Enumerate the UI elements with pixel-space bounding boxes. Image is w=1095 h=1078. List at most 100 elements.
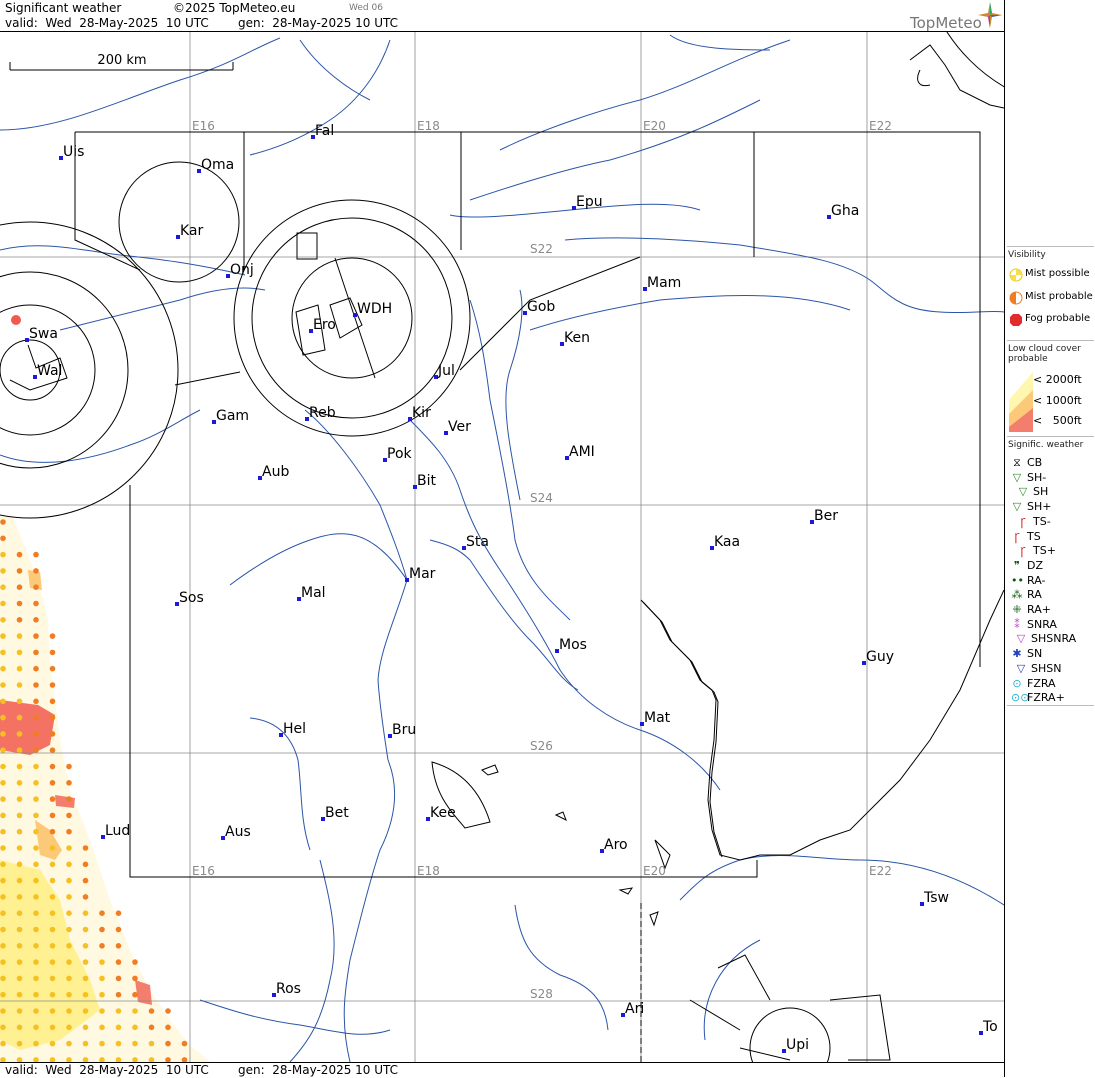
valid-time: valid: Wed 28-May-2025 10 UTC [5,16,209,30]
freezing-rain-icon: ⊙ [1012,676,1022,690]
snow-icon: ✱ [1012,647,1022,661]
mist-dot [16,1040,23,1047]
mist-dot [82,926,89,933]
mist-dot [16,877,23,884]
place-marker-uis [59,156,63,160]
place-label: Pok [387,446,413,462]
mist-dot [33,633,39,639]
mist-dot [66,796,72,802]
place-label: Tsw [923,890,949,906]
place-label: Uis [63,144,84,160]
place-marker-hel [279,733,283,737]
mist-dot [16,763,23,770]
control-zones [0,0,1004,1077]
grid-labels: E16 E18 E20 E22 E16 E18 E20 E22 S22 S24 … [192,119,892,1001]
place-label: Mam [647,275,681,291]
coastal-fog-area [0,315,210,1062]
place-marker-wdh [353,313,357,317]
mist-dot [82,943,89,949]
place-label: Upi [786,1037,809,1053]
thunderstorm-icon: Ꞅ [1014,530,1020,544]
mist-dot [66,828,72,835]
place-label: Sos [179,590,204,606]
mist-dot [99,943,105,949]
mist-dot [82,991,89,998]
mist-dot [148,1008,155,1014]
mist-dot [16,698,23,705]
mist-dot [16,617,23,623]
mist-dot [66,975,72,982]
legend-label: TS- [1033,514,1051,528]
mist-dot [49,812,56,819]
grid-label-lat: S26 [530,739,553,753]
mist-dot [66,780,72,786]
mist-dot [33,682,39,688]
place-marker-ari [621,1013,625,1017]
place-label: Wal [37,363,62,379]
mist-dot [66,877,72,884]
mist-dot [33,991,39,998]
place-marker-bet [321,817,325,821]
legend-label: RA [1027,588,1042,602]
mist-dot [82,910,89,916]
mist-dot [0,975,6,982]
legend-label: TS+ [1033,544,1056,558]
mist-dot [49,910,56,916]
mist-dot [66,1057,72,1063]
mist-dot [0,763,6,770]
mist-dot [99,926,105,933]
mist-dot [49,763,56,770]
legend-label: SN [1027,647,1043,661]
mist-dot [49,731,56,737]
mist-dot [16,649,23,656]
mist-dot [16,910,23,916]
mist-dot [66,926,72,933]
mist-dot [0,698,6,705]
mist-dot [49,633,56,639]
mist-symbols [0,519,188,1063]
mist-possible-icon [1009,268,1023,282]
mist-dot [0,649,6,656]
place-marker-mar [405,578,409,582]
mist-dot [33,617,39,623]
grid-label-lat: S28 [530,987,553,1001]
place-label: Reb [309,405,336,421]
drizzle-icon: ❞ [1014,558,1020,572]
shower-light-icon: ▽ [1012,470,1022,484]
place-markers: Uis Fal Oma Kar Onj Swa Wal Ero WDH Gam Reb Kir Jul V… [25,123,998,1053]
mist-dot [132,975,138,982]
mist-dot [99,1057,105,1063]
legend-label: SNRA [1027,617,1057,631]
place-label: Bet [325,805,349,821]
place-label: Swa [29,326,58,342]
legend-sh--row: ▽ SH- [1005,471,1095,485]
mist-dot [16,731,23,737]
mist-dot [49,649,56,656]
rain-heavy-icon: ⁜ [1012,603,1022,616]
mist-dot [0,926,6,933]
product-title: Significant weather [5,1,122,15]
mist-dot [16,600,23,607]
legend-sh--row: ▽ SH+ [1005,500,1095,514]
place-label: Sta [466,534,489,550]
mist-dot [0,600,6,607]
legend-cb-row: ⧖ CB [1005,456,1095,470]
low-cloud-1000: < 1000ft [1033,394,1082,407]
mist-dot [115,910,122,916]
grid-label-lon: E18 [417,119,440,133]
place-label: Hel [283,721,306,737]
low-cloud-swatch [1009,372,1033,432]
mist-dot [82,861,89,868]
mist-dot [16,1008,23,1014]
legend-label: SH [1033,485,1049,499]
mist-dot [82,894,89,900]
place-marker-ken [560,342,564,346]
mist-dot [16,665,23,672]
place-marker-kee [426,817,430,821]
mist-dot [0,731,6,737]
mist-dot [0,714,6,721]
sleet-icon: ⁑ [1014,617,1020,631]
place-label: Fal [315,123,334,139]
mist-dot [49,894,56,900]
mist-dot [66,943,72,949]
